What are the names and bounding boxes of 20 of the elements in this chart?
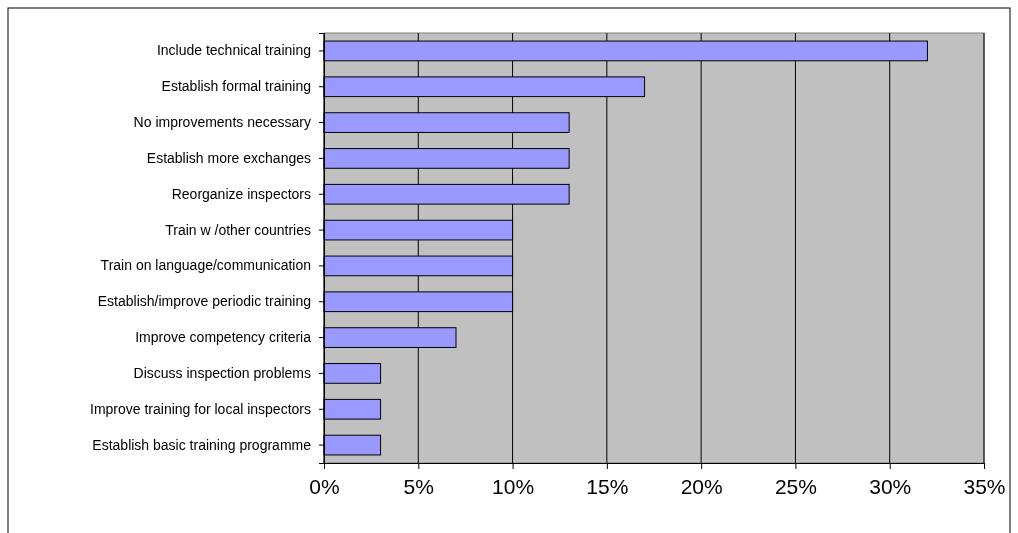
y-tick-label: Improve training for local inspectors [90,400,311,417]
x-tick-label: 35% [963,474,1006,498]
x-tick-label: 5% [403,474,434,498]
x-tick-label: 10% [492,474,535,498]
y-tick-label: Train on language/communication [100,257,311,274]
y-tick-label: Discuss inspection problems [133,364,311,381]
y-tick-label: Include technical training [156,42,311,59]
x-tick-label: 0% [309,474,340,498]
y-tick-label: No improvements necessary [133,114,311,131]
y-tick-label: Train w /other countries [165,221,311,238]
y-tick-label: Reorganize inspectors [171,185,311,202]
y-tick-label: Establish/improve periodic training [97,293,311,310]
x-tick-label: 15% [586,474,629,498]
y-tick-label: Establish basic training programme [92,436,312,453]
x-tick-label: 25% [774,474,817,498]
x-tick-label: 20% [680,474,723,498]
y-tick-label: Establish formal training [161,78,311,95]
x-tick-label: 30% [869,474,912,498]
y-tick-label: Establish more exchanges [146,149,311,166]
y-tick-label: Improve competency criteria [135,329,312,346]
